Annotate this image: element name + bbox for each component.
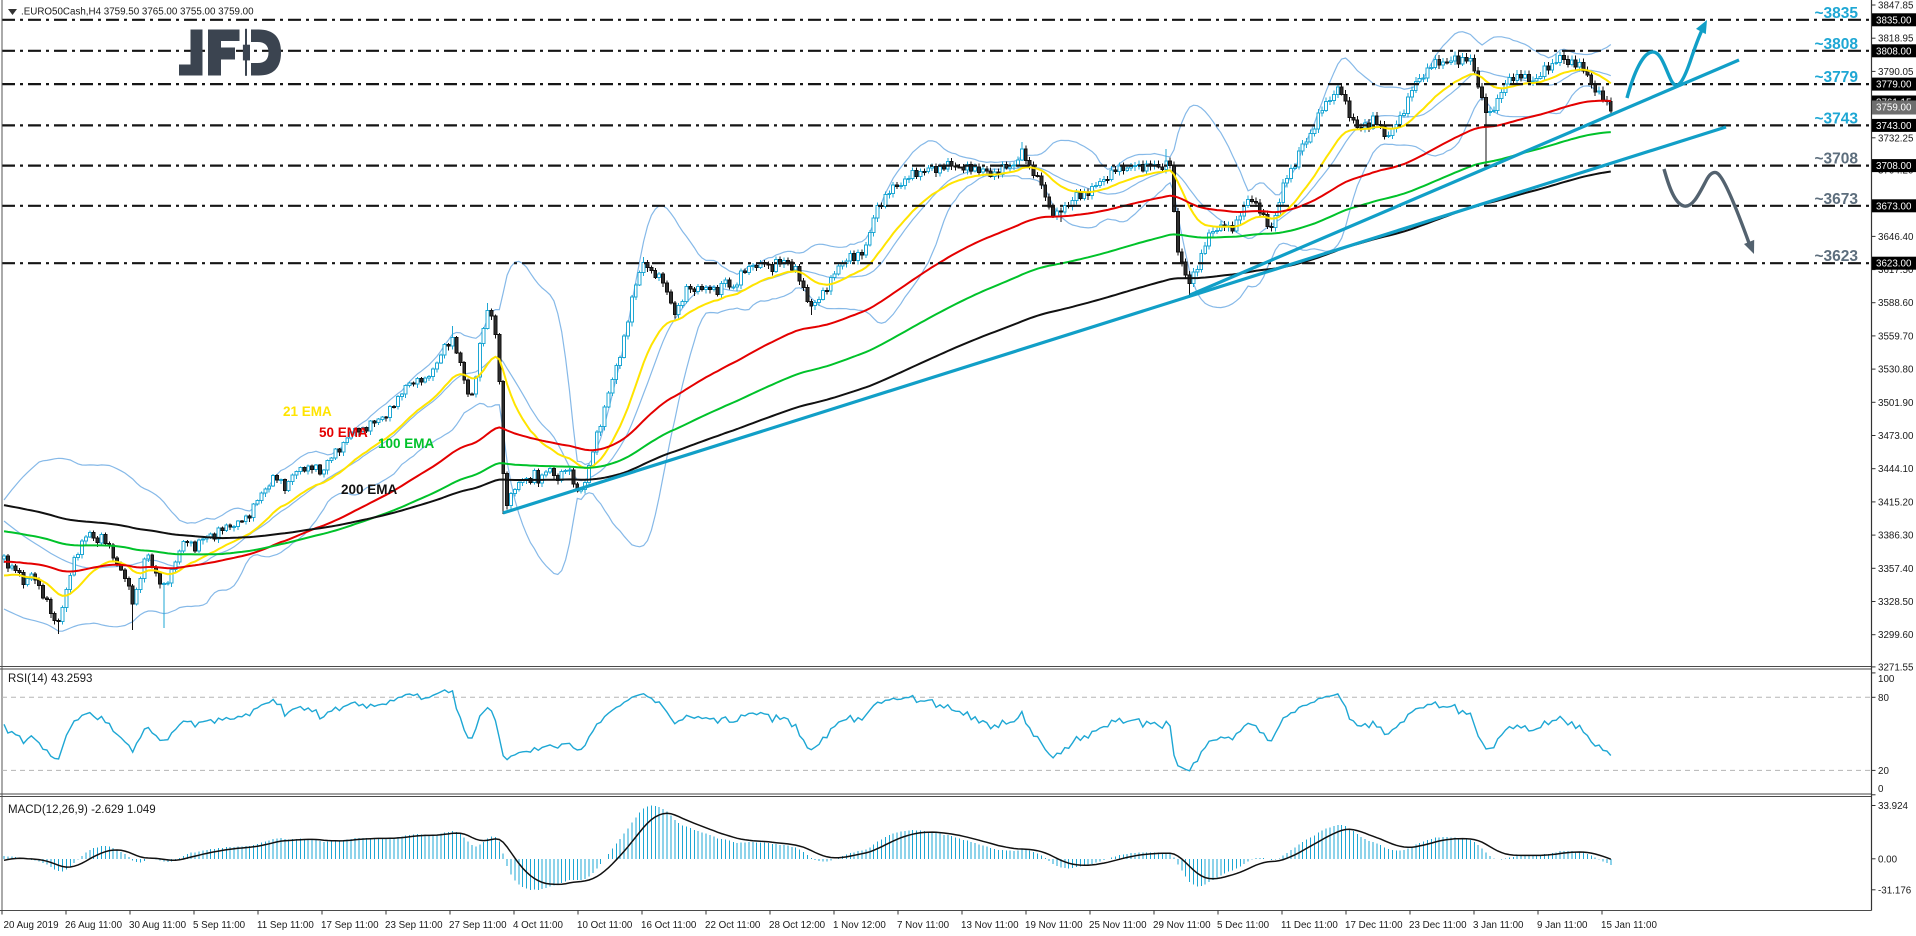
svg-text:3759.00: 3759.00 (1876, 103, 1912, 114)
svg-text:3743.00: 3743.00 (1876, 121, 1912, 132)
svg-text:~3673: ~3673 (1814, 191, 1858, 208)
svg-text:~3623: ~3623 (1814, 248, 1858, 265)
svg-text:22 Oct 11:00: 22 Oct 11:00 (705, 920, 761, 931)
svg-text:3415.20: 3415.20 (1878, 497, 1914, 508)
svg-text:4 Oct 11:00: 4 Oct 11:00 (513, 920, 563, 931)
svg-text:3473.00: 3473.00 (1878, 431, 1914, 442)
svg-text:3847.85: 3847.85 (1878, 1, 1914, 12)
svg-text:11 Sep 11:00: 11 Sep 11:00 (257, 920, 314, 931)
svg-text:~3708: ~3708 (1814, 151, 1858, 168)
svg-text:~3743: ~3743 (1814, 110, 1858, 127)
svg-text:3501.90: 3501.90 (1878, 398, 1914, 409)
svg-text:3617.50: 3617.50 (1878, 265, 1914, 276)
svg-text:7 Nov 11:00: 7 Nov 11:00 (897, 920, 950, 931)
svg-text:5 Dec 11:00: 5 Dec 11:00 (1217, 920, 1270, 931)
svg-text:25 Nov 11:00: 25 Nov 11:00 (1089, 920, 1147, 931)
svg-text:21 EMA: 21 EMA (283, 404, 332, 419)
svg-text:3328.50: 3328.50 (1878, 597, 1914, 608)
svg-text:3386.30: 3386.30 (1878, 531, 1914, 542)
svg-text:3835.00: 3835.00 (1876, 15, 1912, 26)
svg-text:15 Jan 11:00: 15 Jan 11:00 (1601, 920, 1657, 931)
svg-text:10 Oct 11:00: 10 Oct 11:00 (577, 920, 633, 931)
svg-text:50 EMA: 50 EMA (319, 425, 368, 440)
svg-text:17 Sep 11:00: 17 Sep 11:00 (321, 920, 379, 931)
svg-text:5 Sep 11:00: 5 Sep 11:00 (193, 920, 246, 931)
svg-text:3779.00: 3779.00 (1876, 80, 1912, 91)
svg-text:.EURO50Cash,H4 3759.50 3765.0: .EURO50Cash,H4 3759.50 3765.00 3755.00 3… (21, 7, 254, 18)
svg-text:3444.10: 3444.10 (1878, 464, 1914, 475)
svg-text:16 Oct 11:00: 16 Oct 11:00 (641, 920, 697, 931)
svg-text:1 Nov 12:00: 1 Nov 12:00 (833, 920, 886, 931)
svg-text:9 Jan 11:00: 9 Jan 11:00 (1537, 920, 1588, 931)
svg-text:0: 0 (1878, 784, 1884, 795)
svg-text:MACD(12,26,9) -2.629 1.049: MACD(12,26,9) -2.629 1.049 (8, 804, 156, 816)
svg-text:~3779: ~3779 (1814, 69, 1858, 86)
svg-text:200 EMA: 200 EMA (341, 482, 398, 497)
svg-text:3818.95: 3818.95 (1878, 34, 1914, 45)
svg-text:3673.00: 3673.00 (1876, 201, 1912, 212)
svg-text:3299.60: 3299.60 (1878, 630, 1914, 641)
svg-text:3646.40: 3646.40 (1878, 232, 1914, 243)
svg-text:30 Aug 11:00: 30 Aug 11:00 (129, 920, 187, 931)
svg-text:11 Dec 11:00: 11 Dec 11:00 (1281, 920, 1338, 931)
svg-text:33.924: 33.924 (1878, 801, 1909, 812)
svg-text:27 Sep 11:00: 27 Sep 11:00 (449, 920, 507, 931)
svg-text:3357.40: 3357.40 (1878, 564, 1914, 575)
svg-text:28 Oct 12:00: 28 Oct 12:00 (769, 920, 826, 931)
svg-text:17 Dec 11:00: 17 Dec 11:00 (1345, 920, 1403, 931)
svg-text:3708.00: 3708.00 (1876, 161, 1912, 172)
svg-text:3271.55: 3271.55 (1878, 662, 1914, 673)
svg-text:3530.80: 3530.80 (1878, 365, 1914, 376)
svg-text:3623.00: 3623.00 (1876, 259, 1912, 270)
svg-text:0.00: 0.00 (1878, 854, 1898, 865)
svg-text:3588.60: 3588.60 (1878, 298, 1914, 309)
svg-text:20: 20 (1878, 766, 1889, 777)
svg-text:3808.00: 3808.00 (1876, 46, 1912, 57)
svg-text:26 Aug 11:00: 26 Aug 11:00 (65, 920, 123, 931)
svg-text:100 EMA: 100 EMA (378, 436, 435, 451)
svg-text:23 Dec 11:00: 23 Dec 11:00 (1409, 920, 1467, 931)
svg-text:3 Jan 11:00: 3 Jan 11:00 (1473, 920, 1524, 931)
svg-text:~3835: ~3835 (1814, 5, 1858, 22)
svg-text:~3808: ~3808 (1814, 36, 1858, 53)
svg-text:80: 80 (1878, 693, 1889, 704)
svg-text:3559.70: 3559.70 (1878, 331, 1914, 342)
svg-text:100: 100 (1878, 674, 1895, 685)
svg-text:20 Aug 2019: 20 Aug 2019 (4, 920, 59, 931)
svg-text:RSI(14) 43.2593: RSI(14) 43.2593 (8, 673, 92, 685)
svg-text:3732.25: 3732.25 (1878, 133, 1914, 144)
svg-text:13 Nov 11:00: 13 Nov 11:00 (961, 920, 1019, 931)
svg-text:19 Nov 11:00: 19 Nov 11:00 (1025, 920, 1083, 931)
svg-text:29 Nov 11:00: 29 Nov 11:00 (1153, 920, 1211, 931)
svg-text:23 Sep 11:00: 23 Sep 11:00 (385, 920, 443, 931)
svg-text:3761.15: 3761.15 (1876, 98, 1912, 109)
svg-text:-31.176: -31.176 (1878, 885, 1912, 896)
svg-text:3790.05: 3790.05 (1878, 67, 1914, 78)
